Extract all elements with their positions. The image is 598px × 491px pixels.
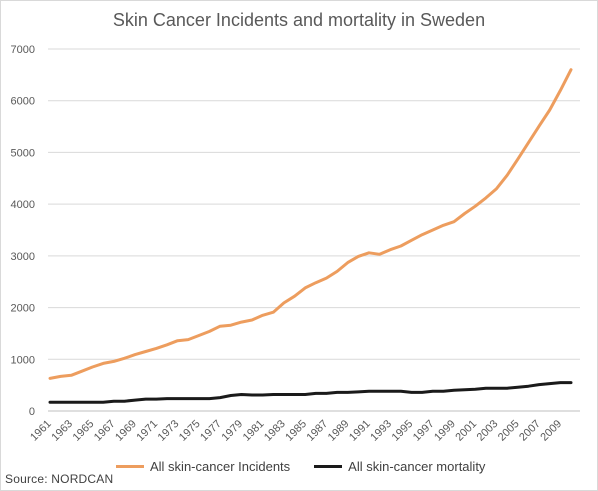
legend-label-mortality: All skin-cancer mortality — [348, 459, 486, 474]
x-tick-label-1999: 1999 — [432, 418, 458, 444]
x-tick-label-2001: 2001 — [453, 418, 479, 444]
x-tick-label-1975: 1975 — [177, 418, 203, 444]
x-tick-label-1971: 1971 — [134, 418, 160, 444]
legend-label-incidents: All skin-cancer Incidents — [150, 459, 291, 474]
legend: All skin-cancer Incidents All skin-cance… — [116, 459, 509, 474]
gridlines — [48, 48, 580, 412]
x-axis-ticks: 1961196319651967196919711973197519771979… — [28, 418, 564, 444]
x-tick-label-1973: 1973 — [156, 418, 182, 444]
x-tick-label-2003: 2003 — [475, 418, 501, 444]
series-line-0 — [48, 68, 573, 380]
y-tick-label-2000: 2000 — [11, 303, 35, 315]
legend-item-incidents: All skin-cancer Incidents — [116, 459, 290, 474]
x-tick-label-2009: 2009 — [538, 418, 564, 444]
y-tick-label-7000: 7000 — [11, 44, 35, 56]
x-tick-label-1983: 1983 — [262, 418, 288, 444]
source-note: Source: NORDCAN — [5, 472, 114, 486]
y-tick-label-3000: 3000 — [11, 251, 35, 263]
x-tick-label-1981: 1981 — [241, 418, 267, 444]
y-axis-ticks: 0 1000 2000 3000 4000 5000 6000 7000 — [11, 44, 35, 418]
x-tick-label-1995: 1995 — [390, 418, 416, 444]
x-tick-label-1963: 1963 — [49, 418, 75, 444]
x-tick-label-1979: 1979 — [219, 418, 245, 444]
x-tick-label-1961: 1961 — [28, 418, 54, 444]
x-tick-label-1991: 1991 — [347, 418, 373, 444]
legend-item-mortality: All skin-cancer mortality — [314, 459, 485, 474]
x-tick-label-1967: 1967 — [92, 418, 118, 444]
series-lines — [48, 68, 573, 404]
x-tick-label-1977: 1977 — [198, 418, 224, 444]
x-tick-label-1989: 1989 — [326, 418, 352, 444]
y-tick-label-6000: 6000 — [11, 96, 35, 108]
y-tick-label-1000: 1000 — [11, 354, 35, 366]
chart-title: Skin Cancer Incidents and mortality in S… — [112, 10, 486, 30]
x-tick-label-1985: 1985 — [283, 418, 309, 444]
legend-swatch-mortality — [314, 465, 343, 468]
y-tick-label-4000: 4000 — [11, 199, 35, 211]
x-tick-label-1997: 1997 — [411, 418, 437, 444]
x-tick-label-1993: 1993 — [368, 418, 394, 444]
y-tick-label-5000: 5000 — [11, 147, 35, 159]
x-tick-label-1965: 1965 — [71, 418, 97, 444]
y-tick-label-0: 0 — [29, 406, 35, 418]
legend-swatch-incidents — [116, 465, 144, 468]
x-tick-label-1987: 1987 — [305, 418, 331, 444]
x-tick-label-1969: 1969 — [113, 418, 139, 444]
series-line-1 — [48, 381, 573, 404]
x-tick-label-2007: 2007 — [517, 418, 543, 444]
x-tick-label-2005: 2005 — [496, 418, 522, 444]
